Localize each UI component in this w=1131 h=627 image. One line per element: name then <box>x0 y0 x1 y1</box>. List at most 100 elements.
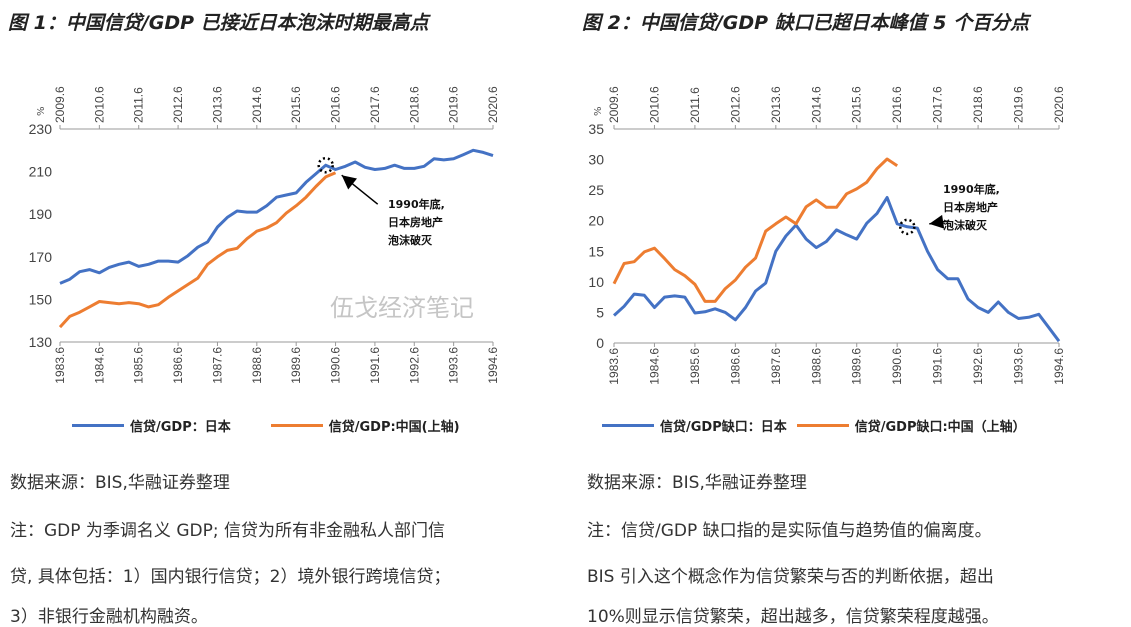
note-right-1: 注：信贷/GDP 缺口指的是实际值与趋势值的偏离度。 <box>587 521 992 541</box>
x-top-tick-label: 2020.6 <box>486 86 500 123</box>
series-line-japan <box>59 148 494 285</box>
y-tick-label: 130 <box>29 334 53 350</box>
legend-label: 信贷/GDP：日本 <box>130 420 231 435</box>
highlight-circle <box>899 218 916 236</box>
x-tick-label: 1990.6 <box>890 348 904 385</box>
x-tick-label: 1983.6 <box>53 347 67 384</box>
x-top-tick-label: 2014.6 <box>809 86 823 123</box>
x-top-tick-label: 2019.6 <box>1012 86 1026 123</box>
chart1-title: 图 1：中国信贷/GDP 已接近日本泡沫时期最高点 <box>8 12 429 34</box>
x-top-tick-label: 2017.6 <box>368 86 382 123</box>
x-top-tick-label: 2018.6 <box>407 86 421 123</box>
x-tick-label: 1986.6 <box>728 348 742 385</box>
y-unit-label: % <box>593 106 604 116</box>
chart1-legend: 信贷/GDP：日本 信贷/GDP:中国(上轴) <box>72 416 482 435</box>
x-top-tick-label: 2017.6 <box>931 86 945 123</box>
annotation-text: 1990年底, <box>388 197 445 211</box>
x-top-tick-label: 2019.6 <box>447 86 461 123</box>
legend-swatch <box>270 424 323 427</box>
annotation-text: 泡沫破灭 <box>388 233 433 247</box>
y-tick-label: 20 <box>588 213 604 229</box>
x-tick-label: 1988.6 <box>250 347 264 384</box>
note-left-3: 3）非银行金融机构融资。 <box>10 607 208 627</box>
y-unit-label: % <box>36 106 47 116</box>
x-tick-label: 1992.6 <box>971 348 985 385</box>
arrow-head-icon <box>341 175 357 190</box>
x-top-tick-label: 2011.6 <box>132 87 146 123</box>
x-top-tick-label: 2016.6 <box>329 86 343 123</box>
y-tick-label: 35 <box>588 121 604 137</box>
x-tick-label: 1989.6 <box>850 348 864 385</box>
x-tick-label: 1991.6 <box>931 348 945 385</box>
x-top-tick-label: 2009.6 <box>607 86 621 123</box>
chart2-title: 图 2：中国信贷/GDP 缺口已超日本峰值 5 个百分点 <box>582 12 1030 34</box>
annotation-text: 日本房地产 <box>943 200 998 214</box>
x-top-tick-label: 2010.6 <box>92 86 106 123</box>
note-left-1: 注：GDP 为季调名义 GDP; 信贷为所有非金融私人部门信 <box>10 521 445 541</box>
legend-swatch <box>602 424 654 427</box>
legend-label: 信贷/GDP缺口:中国（上轴） <box>854 420 1026 435</box>
legend-swatch <box>72 424 124 427</box>
x-tick-label: 1983.6 <box>607 348 621 385</box>
legend-item-japan: 信贷/GDP：日本 <box>72 416 231 435</box>
x-top-tick-label: 2013.6 <box>210 86 224 123</box>
x-top-tick-label: 2011.6 <box>688 87 702 123</box>
x-tick-label: 1991.6 <box>368 347 382 384</box>
legend-item-china: 信贷/GDP缺口:中国（上轴） <box>796 416 1026 435</box>
charts-canvas: 1983.6 1984.6 1985.6 1986.6 1987.6 1988.6 1989… <box>29 86 1066 385</box>
note-left-2: 贷, 具体包括：1）国内银行信贷；2）境外银行跨境信贷； <box>10 567 451 587</box>
chart2-legend: 信贷/GDP缺口：日本 信贷/GDP缺口:中国（上轴） <box>602 416 1048 435</box>
x-top-tick-label: 2012.6 <box>171 86 185 123</box>
x-tick-label: 1993.6 <box>447 347 461 384</box>
x-top-tick-label: 2018.6 <box>971 86 985 123</box>
x-top-tick-label: 2016.6 <box>890 86 904 123</box>
y-tick-label: 10 <box>588 274 604 290</box>
legend-swatch <box>796 424 849 427</box>
x-tick-label: 1993.6 <box>1012 348 1026 385</box>
note-right-3: 10%则显示信贷繁荣，超出越多，信贷繁荣程度越强。 <box>587 607 999 627</box>
x-top-tick-label: 2014.6 <box>250 86 264 123</box>
x-tick-label: 1987.6 <box>769 348 783 385</box>
source-left: 数据来源：BIS,华融证券整理 <box>10 473 230 493</box>
arrow-head-icon <box>929 214 945 229</box>
x-tick-label: 1992.6 <box>407 347 421 384</box>
x-tick-label: 1984.6 <box>92 347 106 384</box>
y-tick-label: 230 <box>29 121 53 137</box>
x-tick-label: 1985.6 <box>688 348 702 385</box>
annotation-text: 泡沫破灭 <box>943 218 988 232</box>
x-top-tick-label: 2010.6 <box>647 86 661 123</box>
legend-label: 信贷/GDP:中国(上轴) <box>328 420 460 435</box>
annotation-text: 1990年底, <box>943 182 1000 196</box>
y-tick-label: 30 <box>588 152 604 168</box>
y-tick-label: 5 <box>596 304 604 320</box>
x-tick-label: 1987.6 <box>210 347 224 384</box>
watermark: 伍戈经济笔记 <box>330 294 474 322</box>
x-top-tick-label: 2009.6 <box>53 86 67 123</box>
x-top-tick-label: 2015.6 <box>850 86 864 123</box>
x-tick-label: 1994.6 <box>1052 348 1066 385</box>
legend-item-japan: 信贷/GDP缺口：日本 <box>602 416 787 435</box>
x-tick-label: 1984.6 <box>647 348 661 385</box>
x-top-tick-label: 2015.6 <box>289 86 303 123</box>
x-top-tick-label: 2012.6 <box>728 86 742 123</box>
y-tick-label: 15 <box>588 243 604 259</box>
x-tick-label: 1994.6 <box>486 347 500 384</box>
highlight-circle <box>317 156 334 174</box>
legend-item-china: 信贷/GDP:中国(上轴) <box>270 416 460 435</box>
series-line-china <box>612 157 899 303</box>
x-tick-label: 1985.6 <box>132 347 146 384</box>
note-right-2: BIS 引入这个概念作为信贷繁荣与否的判断依据，超出 <box>587 567 994 587</box>
annotation-text: 日本房地产 <box>388 215 443 229</box>
series-line-japan <box>612 196 1061 343</box>
y-tick-label: 0 <box>596 335 604 351</box>
y-tick-label: 210 <box>29 164 53 180</box>
x-top-tick-label: 2013.6 <box>769 86 783 123</box>
y-tick-label: 170 <box>29 249 53 265</box>
y-tick-label: 190 <box>29 206 53 222</box>
x-tick-label: 1988.6 <box>809 348 823 385</box>
x-tick-label: 1990.6 <box>329 347 343 384</box>
series-line-china <box>58 171 337 329</box>
y-tick-label: 25 <box>588 182 604 198</box>
x-top-tick-label: 2020.6 <box>1052 86 1066 123</box>
x-tick-label: 1989.6 <box>289 347 303 384</box>
